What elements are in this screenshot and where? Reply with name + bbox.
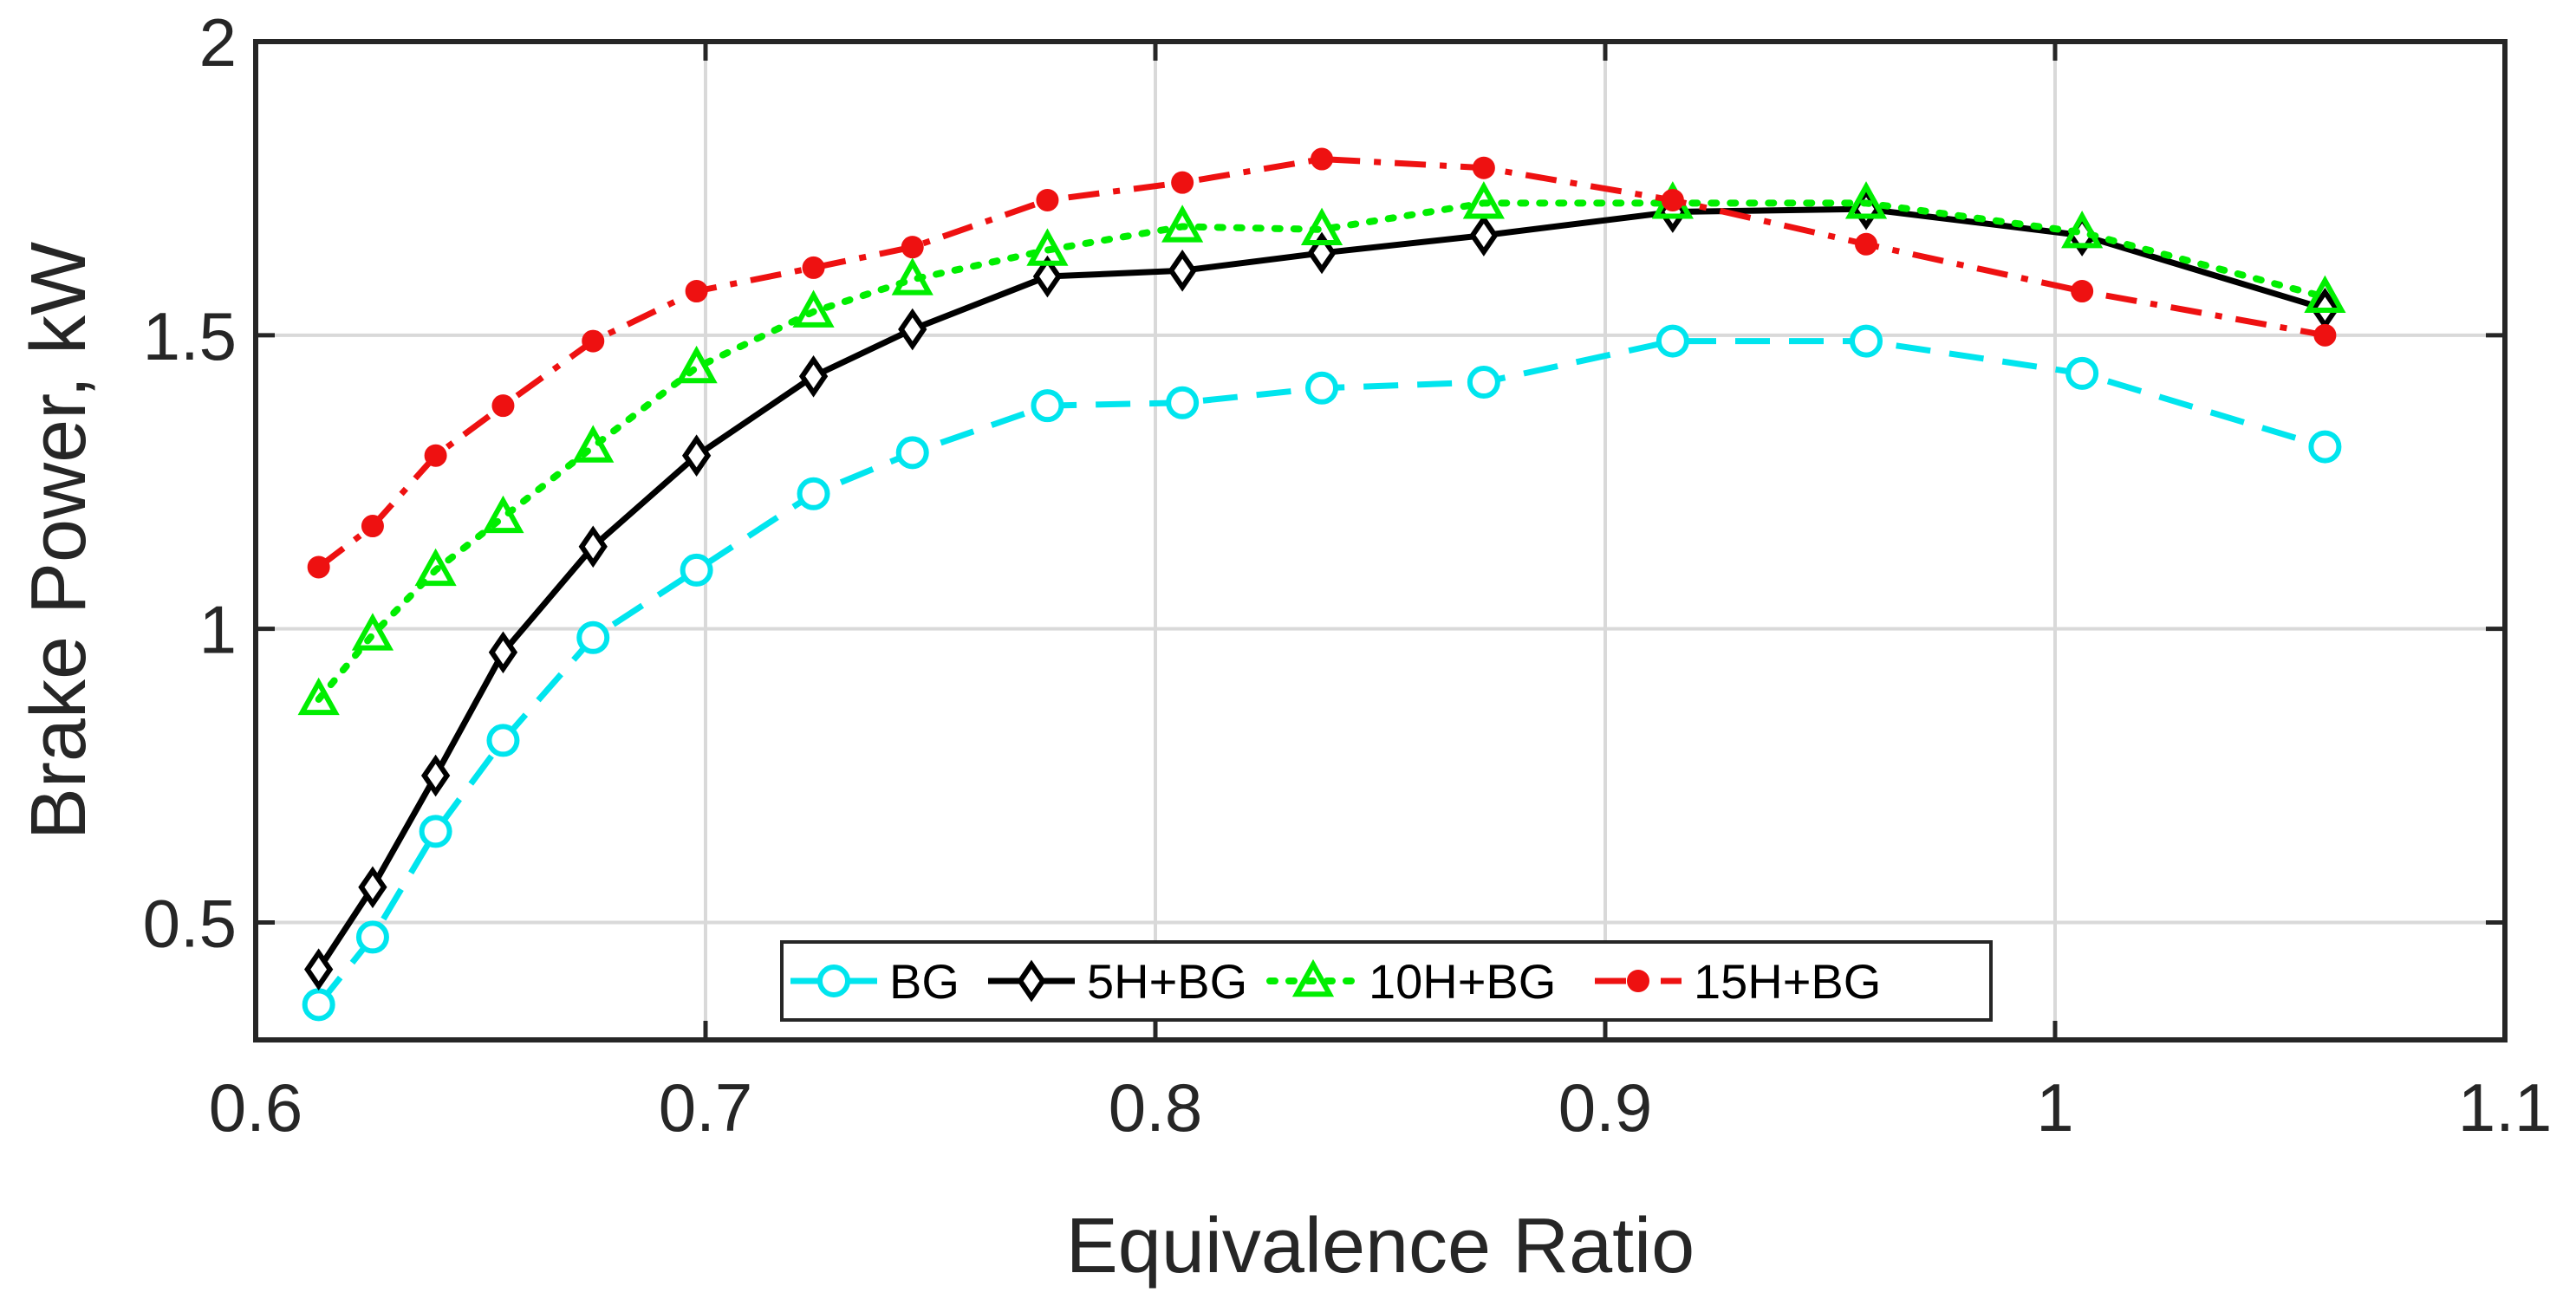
grid-lines	[256, 42, 2505, 1040]
data-point	[1032, 255, 1063, 298]
data-point	[486, 724, 520, 757]
data-point	[420, 754, 451, 797]
data-point	[1171, 171, 1194, 194]
x-axis-title: Equivalence Ratio	[1066, 1203, 1695, 1289]
legend-label: 5H+BG	[1087, 954, 1247, 1009]
data-point	[1462, 181, 1505, 219]
legend-marker	[1017, 959, 1046, 1003]
x-tick-label: 0.8	[1109, 1069, 1202, 1146]
data-point	[2065, 356, 2099, 390]
legend-label: BG	[889, 954, 959, 1009]
legend-marker	[817, 965, 850, 997]
data-point	[1311, 147, 1334, 171]
data-point	[414, 548, 457, 587]
data-point	[1300, 207, 1343, 246]
data-point	[419, 815, 452, 848]
data-point	[1469, 214, 1499, 257]
x-tick-label: 1	[2036, 1069, 2073, 1146]
data-point	[2313, 323, 2337, 347]
legend-marker	[1627, 970, 1649, 992]
data-point	[891, 257, 933, 296]
x-tick-label: 0.6	[209, 1069, 302, 1146]
data-point	[361, 515, 384, 538]
legend-label: 10H+BG	[1369, 954, 1556, 1009]
data-point	[297, 677, 340, 716]
y-tick-label: 2	[199, 4, 237, 81]
x-tick-label: 1.1	[2458, 1069, 2552, 1146]
data-point	[572, 425, 615, 463]
data-point	[1166, 386, 1200, 419]
data-point	[358, 866, 387, 909]
data-point	[578, 525, 608, 568]
data-point	[488, 631, 518, 674]
series-line	[315, 338, 2326, 1007]
plot-frame	[253, 39, 2508, 1042]
series-bg	[302, 324, 2342, 1022]
series-15h-bg	[307, 147, 2337, 579]
data-point	[307, 555, 330, 579]
data-point	[482, 495, 524, 534]
data-point	[1031, 389, 1064, 423]
data-series	[297, 147, 2346, 1022]
series-10h-bg	[297, 181, 2346, 716]
legend-box	[780, 940, 1993, 1022]
data-point	[491, 394, 515, 418]
data-point	[681, 434, 712, 477]
data-point	[2061, 211, 2104, 249]
x-tick-label: 0.9	[1558, 1069, 1652, 1146]
data-point	[895, 436, 929, 470]
data-point	[680, 553, 713, 587]
data-point	[424, 444, 447, 467]
y-axis-title: Brake Power, kW	[16, 242, 102, 840]
axis-ticks: 0.6 0.7 0.8 0.9 1 1.1 0.5 1 1.5 2	[143, 4, 2553, 1146]
data-point	[1855, 232, 1878, 256]
data-point	[1168, 249, 1197, 292]
data-point	[1661, 188, 1684, 211]
data-point	[898, 308, 927, 351]
data-point	[802, 256, 825, 279]
series-line	[315, 199, 2329, 703]
data-point	[2071, 280, 2094, 302]
data-point	[792, 289, 835, 328]
data-point	[1472, 156, 1495, 179]
data-point	[1036, 188, 1059, 211]
legend-label: 15H+BG	[1694, 954, 1881, 1009]
y-tick-label: 0.5	[143, 885, 237, 961]
data-point	[685, 280, 708, 302]
data-point	[901, 236, 924, 259]
data-point	[675, 345, 718, 384]
data-point	[1850, 324, 1883, 358]
legend: BG 5H+BG 10H+BG 15H+BG	[780, 940, 1993, 1022]
data-point	[576, 620, 610, 654]
data-point	[1656, 324, 1689, 358]
data-point	[798, 354, 829, 398]
series-line	[315, 205, 2326, 971]
series-5h-bg	[304, 187, 2340, 990]
data-point	[1026, 228, 1069, 266]
data-point	[351, 613, 394, 651]
data-point	[1467, 366, 1500, 399]
legend-marker	[1291, 958, 1335, 997]
series-line	[316, 156, 2326, 570]
data-point	[582, 329, 605, 353]
data-point	[1844, 181, 1888, 219]
data-point	[797, 477, 830, 510]
data-point	[302, 988, 335, 1022]
data-point	[304, 948, 334, 990]
data-point	[2304, 275, 2346, 313]
y-tick-label: 1	[199, 592, 237, 668]
data-point	[1161, 205, 1204, 243]
data-point	[355, 920, 389, 954]
data-point	[1305, 371, 1339, 405]
data-point	[2308, 430, 2342, 464]
y-tick-label: 1.5	[143, 298, 237, 374]
x-tick-label: 0.7	[659, 1069, 752, 1146]
